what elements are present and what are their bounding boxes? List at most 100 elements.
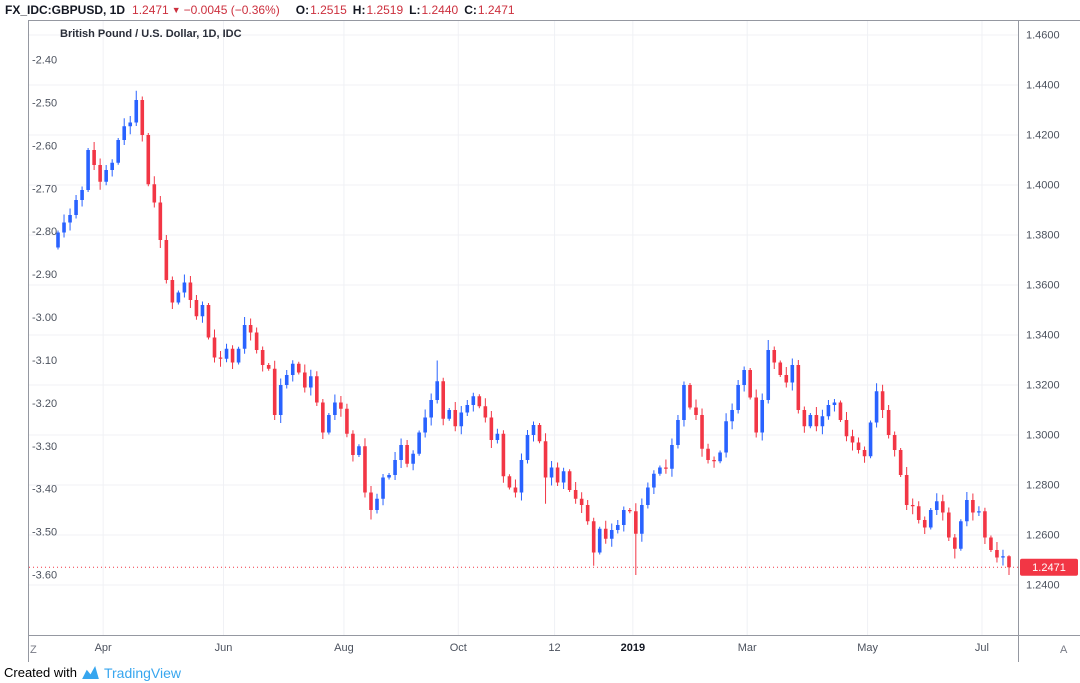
candle-body — [802, 410, 807, 427]
axis-label-left[interactable]: -3.40 — [32, 484, 57, 496]
time-axis-label[interactable]: Aug — [334, 642, 354, 654]
high-value: 1.2519 — [366, 3, 404, 17]
price-change: −0.0045 (−0.36%) — [183, 3, 280, 17]
tradingview-logo-icon[interactable] — [82, 666, 99, 679]
candle-body — [188, 282, 193, 300]
axis-label-left[interactable]: -3.50 — [32, 527, 57, 539]
candle-body — [591, 521, 596, 553]
candle-body — [904, 475, 909, 505]
candle-body — [646, 487, 650, 505]
axis-label-right[interactable]: 1.2600 — [1026, 530, 1060, 542]
candle-body — [152, 184, 157, 203]
candle-body — [453, 410, 458, 427]
axis-label-right[interactable]: 1.3400 — [1026, 330, 1060, 342]
axis-label-right[interactable]: 1.2800 — [1026, 480, 1060, 492]
candle-body — [640, 505, 644, 534]
corner-button-a[interactable]: A — [1060, 644, 1068, 656]
tradingview-brand-link[interactable]: TradingView — [103, 664, 182, 681]
candle-body — [724, 421, 728, 453]
time-axis-label[interactable]: 12 — [548, 642, 560, 654]
candle-body — [513, 487, 518, 493]
candle-body — [116, 140, 120, 163]
axis-label-right[interactable]: 1.3000 — [1026, 430, 1060, 442]
last-price-badge[interactable] — [1020, 558, 1078, 576]
axis-label-left[interactable]: -3.10 — [32, 355, 57, 367]
candle-body — [910, 505, 915, 507]
axis-label-left[interactable]: -2.50 — [32, 97, 57, 109]
candle-body — [826, 405, 831, 417]
candle-body — [393, 460, 397, 475]
candle-body — [86, 150, 90, 190]
candle-body — [820, 416, 825, 427]
close-label: C: — [464, 3, 477, 17]
candle-body — [260, 350, 265, 365]
chart-legend[interactable]: British Pound / U.S. Dollar, 1D, IDC — [60, 28, 242, 40]
corner-button-z[interactable]: Z — [30, 644, 37, 656]
axis-label-right[interactable]: 1.2400 — [1026, 580, 1060, 592]
time-axis-label[interactable]: 2019 — [621, 642, 645, 654]
candle-body — [856, 442, 861, 450]
axis-label-left[interactable]: -3.00 — [32, 312, 57, 324]
candle-body — [922, 520, 927, 528]
candle-body — [284, 375, 289, 385]
candle-body — [947, 512, 951, 538]
down-arrow-icon: ▼ — [171, 5, 181, 15]
candle-body — [236, 348, 241, 363]
candle-body — [621, 510, 626, 525]
axis-label-left[interactable]: -2.60 — [32, 140, 57, 152]
candle-body — [363, 446, 367, 493]
candle-body — [676, 420, 680, 445]
candle-body — [898, 450, 903, 475]
axis-label-left[interactable]: -3.60 — [32, 570, 57, 582]
axis-label-right[interactable]: 1.4600 — [1026, 30, 1060, 42]
price-chart[interactable]: 1.2471 1.4600 1.4400 1.4200 1.4000 1.3800 1.36… — [0, 20, 1080, 662]
axis-label-right[interactable]: 1.4000 — [1026, 180, 1060, 192]
axis-label-right[interactable]: 1.3800 — [1026, 230, 1060, 242]
candle-body — [609, 530, 614, 539]
candle-body — [345, 408, 349, 434]
candle-body — [808, 415, 813, 427]
candle-body — [351, 433, 355, 455]
candle-body — [507, 476, 512, 488]
symbol-name[interactable]: FX_IDC:GBPUSD, 1D — [5, 3, 126, 17]
candle-body — [934, 501, 939, 510]
created-with-label: Created with — [4, 665, 77, 680]
candle-body — [916, 506, 921, 520]
axis-label-left[interactable]: -2.40 — [32, 55, 57, 67]
time-axis-label[interactable]: Mar — [738, 642, 757, 654]
candle-body — [850, 436, 855, 443]
candle-body — [333, 402, 337, 415]
candle-body — [832, 402, 837, 405]
axis-label-left[interactable]: -3.30 — [32, 441, 57, 453]
time-axis-label[interactable]: Apr — [95, 642, 112, 654]
axis-label-right[interactable]: 1.4200 — [1026, 130, 1060, 142]
axis-label-right[interactable]: 1.3600 — [1026, 280, 1060, 292]
axis-label-left[interactable]: -2.80 — [32, 226, 57, 238]
axis-label-left[interactable]: -2.70 — [32, 183, 57, 195]
candle-body — [874, 391, 879, 423]
axis-label-right[interactable]: 1.4400 — [1026, 80, 1060, 92]
candle-body — [995, 550, 999, 558]
candle-body — [321, 402, 325, 433]
candle-body — [315, 376, 319, 403]
time-axis-label[interactable]: Jul — [975, 642, 989, 654]
time-axis-label[interactable]: May — [857, 642, 878, 654]
time-axis-label[interactable]: Jun — [215, 642, 233, 654]
candle-body — [531, 425, 536, 435]
candle-body — [585, 505, 590, 522]
candle-body — [134, 100, 139, 123]
axis-label-left[interactable]: -3.20 — [32, 398, 57, 410]
candle-body — [742, 370, 746, 385]
time-axis-label[interactable]: Oct — [450, 642, 467, 654]
axis-label-right[interactable]: 1.3200 — [1026, 380, 1060, 392]
axis-label-left[interactable]: -2.90 — [32, 269, 57, 281]
candle-body — [296, 363, 301, 373]
candle-body — [634, 511, 638, 534]
candle-body — [561, 471, 566, 483]
candle-body — [206, 305, 211, 338]
candle-body — [471, 396, 476, 405]
candle-body — [712, 460, 716, 462]
candle-body — [411, 453, 415, 464]
candle-body — [892, 435, 897, 450]
candle-body — [754, 397, 758, 433]
